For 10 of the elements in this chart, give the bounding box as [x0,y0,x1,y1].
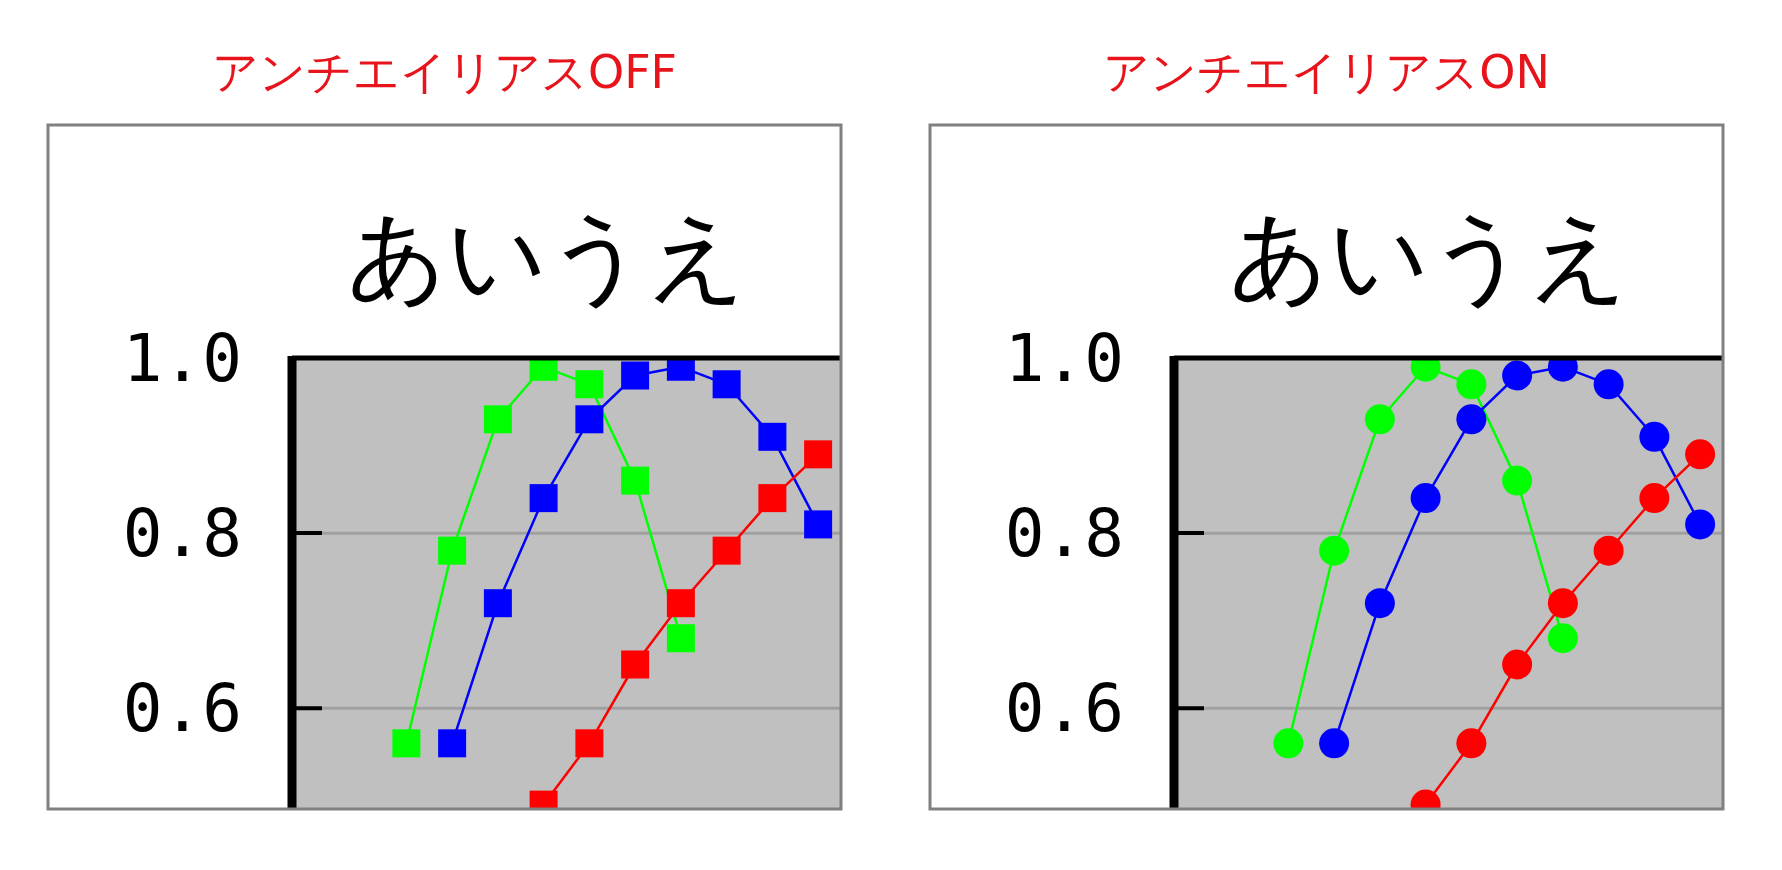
chart-title: アンチエイリアスOFF [211,45,678,99]
chart-subtitle: あいうえ [1229,199,1629,313]
y-tick-label: 0.8 [122,494,242,572]
y-tick-label: 0.6 [1004,669,1124,747]
chart-subtitle: あいうえ [347,199,747,313]
y-tick-label: 0.8 [1004,494,1124,572]
y-tick-label: 1.0 [1004,319,1124,397]
chart-title: アンチエイリアスON [1103,45,1550,99]
y-tick-label: 1.0 [122,319,242,397]
y-tick-label: 0.6 [122,669,242,747]
